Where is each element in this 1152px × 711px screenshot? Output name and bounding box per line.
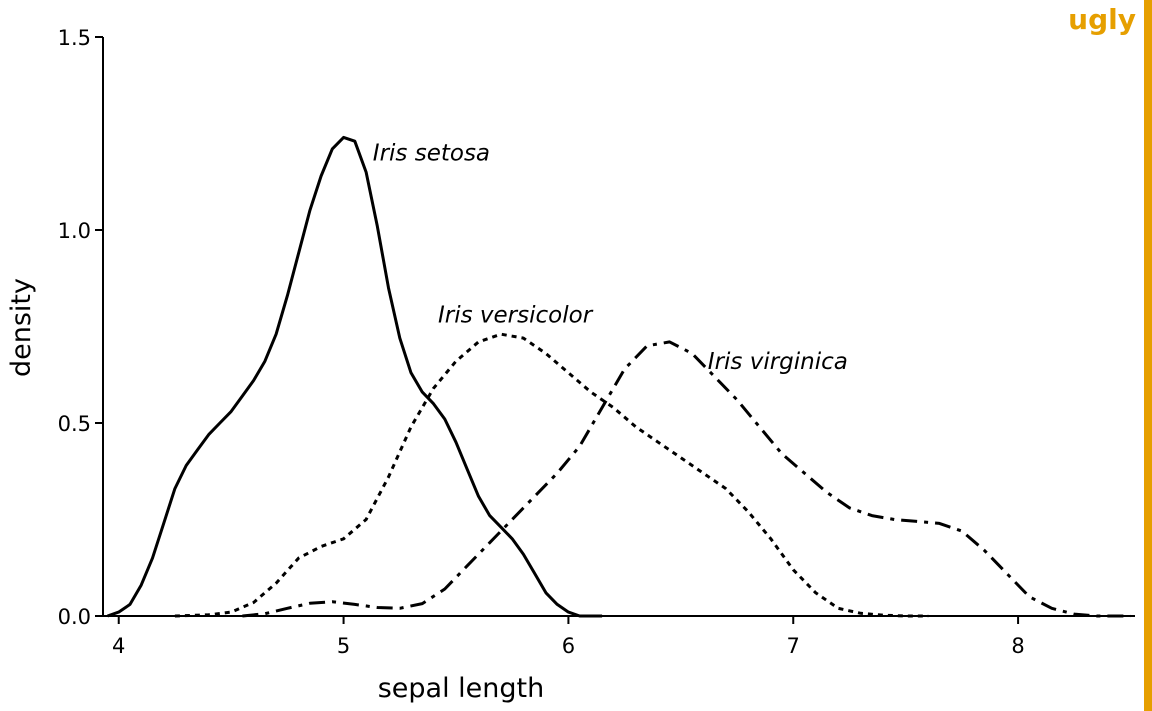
series-line-iris-versicolor — [174, 332, 929, 618]
series-line-iris-virginica — [242, 340, 1131, 618]
series-line-iris-setosa — [107, 135, 603, 618]
y-axis-title: density — [6, 278, 37, 377]
series-label: Iris versicolor — [438, 303, 594, 329]
y-tick-label: 0.5 — [58, 412, 91, 436]
y-tick-label: 0.0 — [58, 605, 91, 629]
y-tick-label: 1.0 — [58, 219, 91, 243]
x-axis-title: sepal length — [378, 673, 545, 704]
x-tick-label: 4 — [112, 634, 125, 658]
series-label: Iris virginica — [708, 349, 848, 375]
x-tick-label: 8 — [1011, 634, 1024, 658]
series-labels: Iris setosa Iris versicolor Iris virginica — [373, 141, 848, 375]
y-axis: 0.0 0.5 1.0 1.5 — [58, 26, 104, 629]
series-group — [107, 135, 1131, 618]
ugly-badge: ugly — [1068, 3, 1136, 36]
x-tick-label: 5 — [337, 634, 350, 658]
series-label: Iris setosa — [373, 141, 490, 167]
x-tick-label: 7 — [787, 634, 800, 658]
y-tick-label: 1.5 — [58, 26, 91, 50]
badge-bar — [1144, 0, 1152, 711]
x-axis: 4 5 6 7 8 — [103, 615, 1135, 658]
x-tick-label: 6 — [562, 634, 575, 658]
